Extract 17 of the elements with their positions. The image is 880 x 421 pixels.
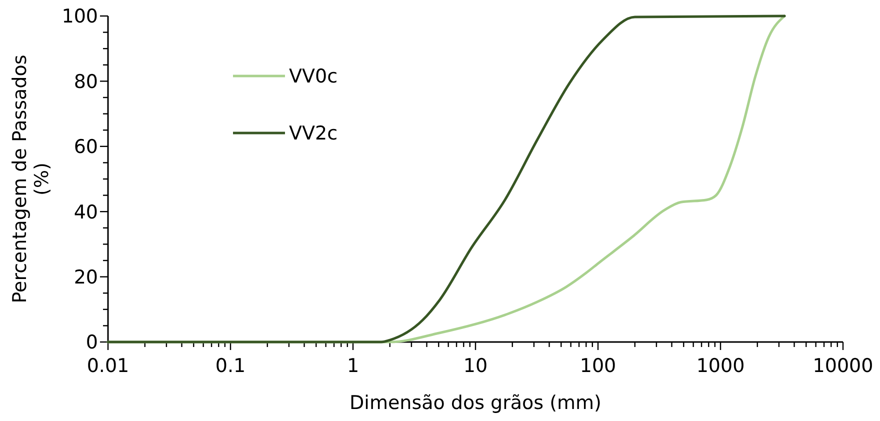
x-tick-label: 1 xyxy=(346,355,360,377)
x-tick-label: 10 xyxy=(463,355,488,377)
y-tick-label: 80 xyxy=(74,70,98,93)
x-axis-title: Dimensão dos grãos (mm) xyxy=(350,392,602,414)
legend-label: VV2c xyxy=(289,122,338,145)
x-tick-label: 100 xyxy=(580,355,616,377)
x-tick-label: 1000 xyxy=(696,355,745,377)
y-tick-label: 0 xyxy=(86,332,98,354)
y-tick-label: 20 xyxy=(74,266,98,288)
x-tick-label: 0.01 xyxy=(86,355,130,377)
y-axis-title: Percentagem de Passados (%) xyxy=(9,54,53,304)
x-tick-label: 0.1 xyxy=(215,355,246,377)
y-tick-label: 60 xyxy=(74,136,98,158)
x-tick-label: 10000 xyxy=(812,355,874,377)
y-tick-label: 100 xyxy=(62,6,98,28)
y-tick-label: 40 xyxy=(74,201,98,224)
legend-label: VV0c xyxy=(289,66,338,88)
